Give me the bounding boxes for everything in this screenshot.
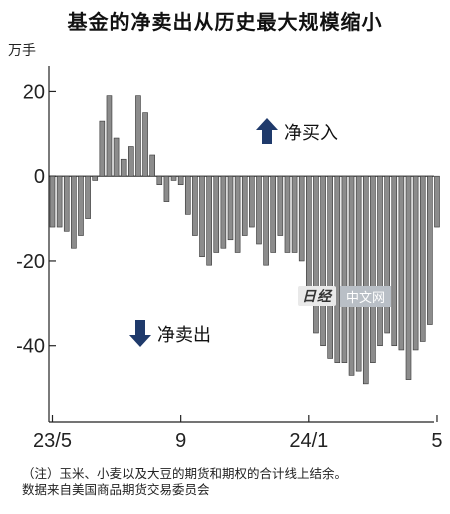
bar	[341, 175, 348, 363]
bar	[348, 175, 355, 376]
bar	[177, 175, 184, 185]
bar	[135, 95, 141, 177]
y-axis-label: 万手	[8, 43, 36, 59]
footnote-line-2: 数据来自美国商品期货交易委员会	[22, 482, 210, 497]
bar	[234, 175, 241, 253]
footnote: （注）玉米、小麦以及大豆的期货和期权的合计线上结余。 数据来自美国商品期货交易委…	[22, 466, 347, 498]
bar	[170, 175, 177, 181]
bar	[71, 175, 77, 249]
bar	[362, 175, 369, 385]
bar	[213, 175, 220, 253]
annotation-net-buy: 净买入	[284, 123, 338, 144]
bar	[56, 175, 63, 228]
bar	[391, 175, 398, 347]
bar	[63, 175, 70, 232]
x-tick-label: 5	[431, 430, 442, 452]
y-tick-label: 0	[34, 166, 45, 188]
bar	[298, 175, 305, 262]
bar	[419, 175, 426, 342]
bar	[377, 175, 383, 347]
bar	[199, 175, 205, 258]
x-tick-label: 23/5	[33, 430, 72, 452]
watermark-logo: 日经	[298, 286, 336, 306]
bar	[291, 175, 298, 253]
bar	[370, 175, 376, 363]
x-tick-label: 24/1	[289, 430, 328, 452]
bar	[192, 175, 198, 236]
bar	[398, 175, 405, 351]
bar	[256, 175, 262, 245]
bar	[355, 175, 362, 372]
bar	[412, 175, 419, 351]
bar	[184, 175, 191, 215]
down-arrow-icon	[129, 320, 151, 347]
bar	[249, 175, 255, 228]
bar	[384, 175, 390, 334]
watermark: 日经 中文网	[298, 285, 392, 307]
bar	[313, 175, 319, 334]
bar	[270, 175, 277, 253]
footnote-line-1: （注）玉米、小麦以及大豆的期货和期权的合计线上结余。	[22, 466, 348, 481]
bar	[142, 112, 148, 177]
bar	[334, 175, 341, 363]
bar	[434, 175, 440, 228]
bar	[227, 175, 234, 241]
bar	[263, 175, 269, 266]
bar	[149, 154, 155, 177]
bar	[206, 175, 212, 266]
bar	[320, 175, 326, 347]
bar	[306, 175, 312, 304]
y-tick-label: -20	[16, 251, 45, 273]
bar	[113, 137, 120, 177]
bar	[327, 175, 333, 359]
bar	[156, 175, 163, 185]
bar	[120, 158, 127, 177]
y-tick-label: 20	[23, 81, 45, 103]
y-tick-label: -40	[16, 336, 45, 358]
bar	[128, 146, 134, 177]
bar	[85, 175, 91, 219]
bar	[427, 175, 433, 325]
chart-title: 基金的净卖出从历史最大规模缩小	[67, 10, 383, 34]
bar	[106, 95, 113, 177]
bar	[284, 175, 291, 253]
bar	[99, 120, 106, 177]
bar	[78, 175, 84, 236]
bar	[277, 175, 284, 236]
watermark-text: 中文网	[340, 285, 392, 307]
bar	[220, 175, 227, 249]
bar	[405, 175, 412, 380]
bar	[92, 175, 99, 181]
annotation-net-sell: 净卖出	[157, 325, 211, 346]
bar	[241, 175, 248, 236]
x-tick-label: 9	[175, 430, 186, 452]
up-arrow-icon	[256, 118, 278, 144]
bar	[49, 175, 56, 228]
bar	[163, 175, 170, 202]
